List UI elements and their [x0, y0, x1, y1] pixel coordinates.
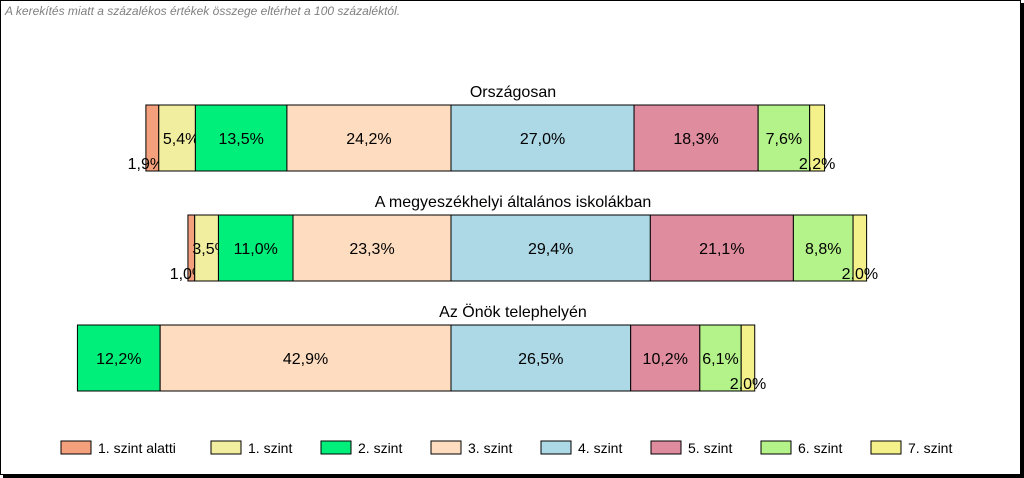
- legend-label: 5. szint: [688, 440, 732, 456]
- bar-segment: [158, 104, 196, 172]
- legend-label: 1. szint: [248, 440, 292, 456]
- legend-label: 1. szint alatti: [98, 440, 176, 456]
- legend-label: 6. szint: [798, 440, 842, 456]
- bar-segment: [450, 324, 632, 392]
- data-label: 29,4%: [528, 241, 573, 258]
- legend-swatch: [870, 440, 902, 455]
- data-label: 2,0%: [842, 266, 878, 283]
- rounding-note: A kerekítés miatt a százalékos értékek ö…: [5, 4, 401, 18]
- bar-segment: [76, 324, 161, 392]
- legend-label: 7. szint: [908, 440, 952, 456]
- data-label: 2,0%: [730, 376, 766, 393]
- data-label: 18,3%: [673, 131, 718, 148]
- legend-label: 4. szint: [578, 440, 622, 456]
- bar-segment: [450, 214, 651, 282]
- data-label: 7,6%: [766, 131, 802, 148]
- legend-label: 3. szint: [468, 440, 512, 456]
- bar-segment: [286, 104, 452, 172]
- group-title: Országosan: [470, 84, 556, 101]
- data-label: 8,8%: [805, 241, 841, 258]
- bar-segment: [757, 104, 811, 172]
- legend-label: 2. szint: [358, 440, 402, 456]
- legend-swatch: [760, 440, 792, 455]
- data-label: 2,2%: [799, 156, 835, 173]
- data-label: 23,3%: [349, 241, 394, 258]
- bar-segment: [633, 104, 759, 172]
- bar-segment: [159, 324, 452, 392]
- data-label: 10,2%: [643, 351, 688, 368]
- data-label: 13,5%: [218, 131, 263, 148]
- data-label: 27,0%: [520, 131, 565, 148]
- bar-segment: [740, 324, 756, 392]
- group-title: Az Önök telephelyén: [439, 303, 587, 321]
- bar-segment: [292, 214, 452, 282]
- data-label: 5,4%: [163, 131, 199, 148]
- legend-swatch: [320, 440, 352, 455]
- data-label: 1,9%: [128, 156, 164, 173]
- data-label: 42,9%: [283, 351, 328, 368]
- data-label: 24,2%: [346, 131, 391, 148]
- legend-swatch: [650, 440, 682, 455]
- legend-swatch: [60, 440, 92, 455]
- data-label: 21,1%: [699, 241, 744, 258]
- bar-segment: [194, 104, 288, 172]
- bar-segment: [852, 214, 868, 282]
- bar-segment: [809, 104, 826, 172]
- legend-swatch: [430, 440, 462, 455]
- legend-swatch: [540, 440, 572, 455]
- data-label: 12,2%: [96, 351, 141, 368]
- data-label: 26,5%: [518, 351, 563, 368]
- bar-segment: [630, 324, 701, 392]
- bar-segment: [649, 214, 794, 282]
- data-label: 11,0%: [234, 241, 278, 258]
- data-label: 6,1%: [702, 351, 738, 368]
- legend-swatch: [210, 440, 242, 455]
- group-title: A megyeszékhelyi általános iskolákban: [375, 194, 652, 211]
